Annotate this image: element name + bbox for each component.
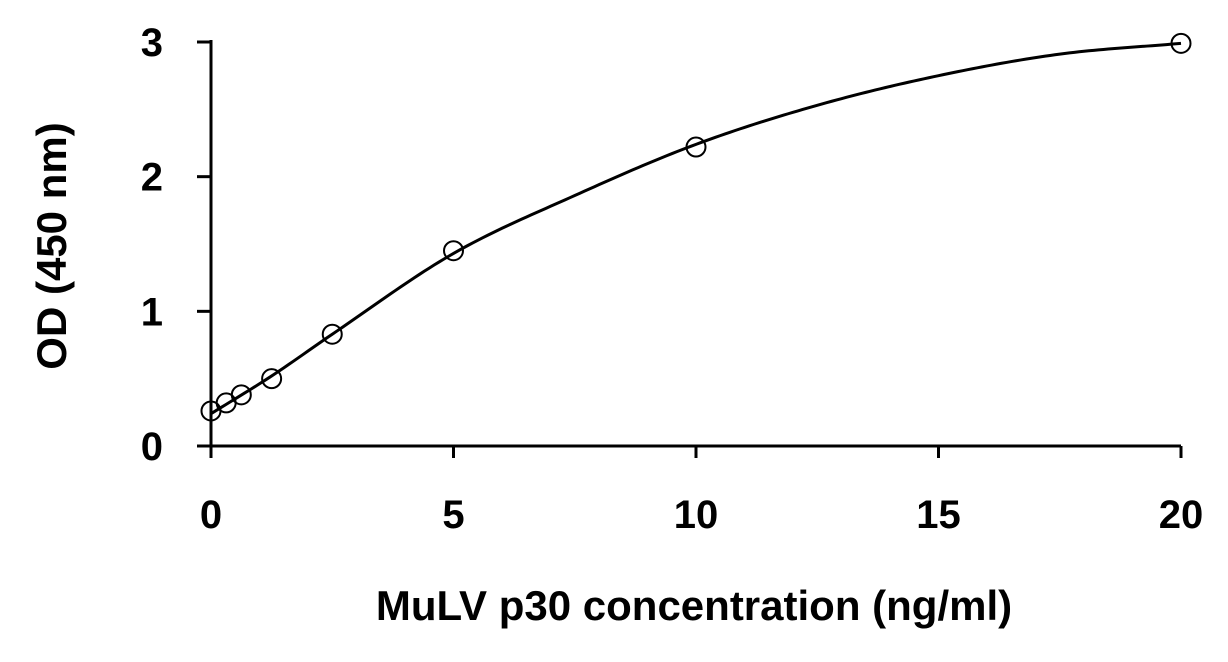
y-tick-label: 0 — [141, 425, 163, 469]
data-point — [443, 240, 464, 262]
data-point — [685, 136, 707, 158]
fit-curve-layer — [210, 41, 1182, 415]
y-tick-label: 3 — [141, 21, 163, 65]
x-tick-label: 20 — [1159, 493, 1204, 537]
axes — [197, 40, 1183, 458]
data-point — [261, 368, 283, 390]
x-tick-label: 0 — [200, 493, 222, 537]
x-axis-title: MuLV p30 concentration (ng/ml) — [376, 582, 1012, 629]
y-tick-label: 2 — [141, 156, 163, 200]
data-point — [1170, 32, 1192, 54]
x-tick-label: 5 — [442, 493, 464, 537]
tick-labels-layer: 0 5 10 15 20 0 1 2 3 — [141, 21, 1204, 537]
data-point — [321, 323, 343, 345]
x-tick-label: 15 — [916, 493, 961, 537]
fit-curve — [210, 41, 1182, 415]
data-points-layer — [200, 32, 1192, 422]
y-tick-label: 1 — [141, 290, 163, 334]
data-point — [230, 384, 252, 406]
y-axis-title: OD (450 nm) — [28, 122, 75, 369]
x-tick-label: 10 — [674, 493, 719, 537]
